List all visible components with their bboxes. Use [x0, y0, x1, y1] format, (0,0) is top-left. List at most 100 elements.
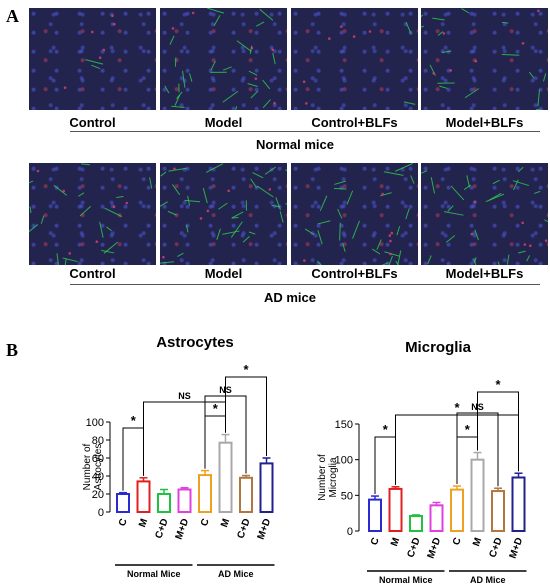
bar [259, 462, 274, 513]
green-fiber [259, 8, 274, 21]
astrocytes-chart-title: Astrocytes [156, 334, 234, 351]
green-fiber [463, 184, 471, 191]
significance-label: NS [178, 391, 191, 401]
x-tick-label: M [389, 536, 402, 548]
green-fiber [536, 108, 545, 110]
green-fiber [501, 53, 520, 56]
green-fiber [262, 99, 271, 109]
green-fiber [231, 211, 244, 219]
bar [470, 458, 485, 532]
green-fiber [248, 70, 258, 76]
red-cell [273, 101, 276, 105]
green-fiber [279, 211, 284, 223]
micrograph-ad-model [160, 163, 287, 265]
green-fiber [430, 177, 436, 194]
normal-mice-group-label: Normal mice [255, 137, 335, 152]
green-fiber [56, 253, 59, 265]
significance-bracket [477, 391, 519, 472]
significance-bracket [374, 436, 396, 495]
bar [157, 493, 171, 513]
micrograph-fibers [160, 163, 287, 264]
green-fiber [437, 31, 444, 36]
red-cell [390, 231, 394, 235]
green-fiber [474, 229, 479, 241]
green-fiber [473, 258, 477, 265]
green-fiber [160, 201, 168, 207]
green-fiber [352, 220, 360, 239]
green-fiber [526, 255, 531, 262]
ad-condition-label: Model [204, 266, 243, 281]
red-cell [529, 244, 532, 248]
green-fiber [395, 260, 399, 265]
green-fiber [317, 230, 323, 245]
x-tick-label: M+D [174, 517, 192, 541]
red-cell [368, 30, 372, 33]
green-fiber [236, 40, 252, 52]
micrograph-normal-model-blfs [421, 8, 548, 110]
x-tick-label: C [451, 536, 464, 547]
green-fiber [202, 187, 208, 204]
normal-condition-label: Model [204, 115, 243, 130]
significance-label: * [213, 401, 219, 416]
group-label: AD Mice [218, 569, 254, 579]
green-fiber [62, 257, 78, 263]
green-fiber [397, 250, 402, 265]
green-fiber [160, 261, 175, 264]
green-fiber [106, 226, 112, 232]
x-tick-label: C+D [406, 536, 423, 559]
green-fiber [171, 105, 185, 109]
green-fiber [230, 221, 243, 238]
green-fiber [78, 192, 85, 197]
green-fiber [272, 52, 276, 65]
x-tick-label: C+D [236, 517, 253, 540]
x-tick-label: C [369, 536, 382, 547]
y-tick-label: 20 [92, 489, 104, 501]
micrograph-fibers [29, 163, 153, 265]
red-cell [191, 11, 195, 15]
green-fiber [317, 220, 331, 225]
bar [491, 490, 505, 532]
ad-mice-group-label: AD mice [263, 290, 317, 305]
micrograph-ad-model-blfs [421, 163, 548, 265]
red-cell [432, 71, 435, 75]
red-cell [98, 56, 102, 60]
green-fiber [205, 163, 224, 173]
x-tick-label: M+D [426, 536, 444, 560]
y-tick-label: 60 [92, 453, 104, 465]
red-cell [470, 232, 474, 236]
green-fiber [231, 216, 239, 219]
green-fiber [275, 197, 281, 211]
red-cell [102, 48, 106, 52]
green-fiber [189, 73, 193, 82]
red-cell [62, 189, 66, 193]
micrograph-ad-control-blfs [291, 163, 418, 265]
red-cell [523, 243, 527, 246]
green-fiber [346, 190, 354, 205]
green-fiber [252, 172, 264, 179]
green-fiber [164, 85, 170, 94]
green-fiber [512, 180, 530, 187]
green-fiber [439, 85, 448, 89]
panel-b-letter: B [6, 340, 19, 360]
y-tick-label: 80 [92, 435, 104, 447]
bar [409, 515, 423, 533]
micrograph-normal-control [29, 8, 156, 110]
green-fiber [285, 202, 287, 205]
y-axis-label: Number ofAstrocytes [82, 443, 104, 490]
bar [239, 476, 253, 514]
x-tick-label: C [199, 517, 212, 528]
red-cell [162, 255, 165, 259]
green-fiber [501, 21, 509, 24]
micrograph-fibers [421, 8, 547, 110]
micrograph-fibers [298, 163, 415, 265]
green-fiber [29, 206, 32, 214]
green-fiber [235, 106, 238, 110]
red-cell [388, 234, 392, 237]
red-cell [36, 169, 40, 173]
red-cell [268, 188, 272, 191]
green-fiber [512, 179, 519, 191]
green-fiber [101, 249, 115, 254]
green-fiber [207, 8, 225, 14]
